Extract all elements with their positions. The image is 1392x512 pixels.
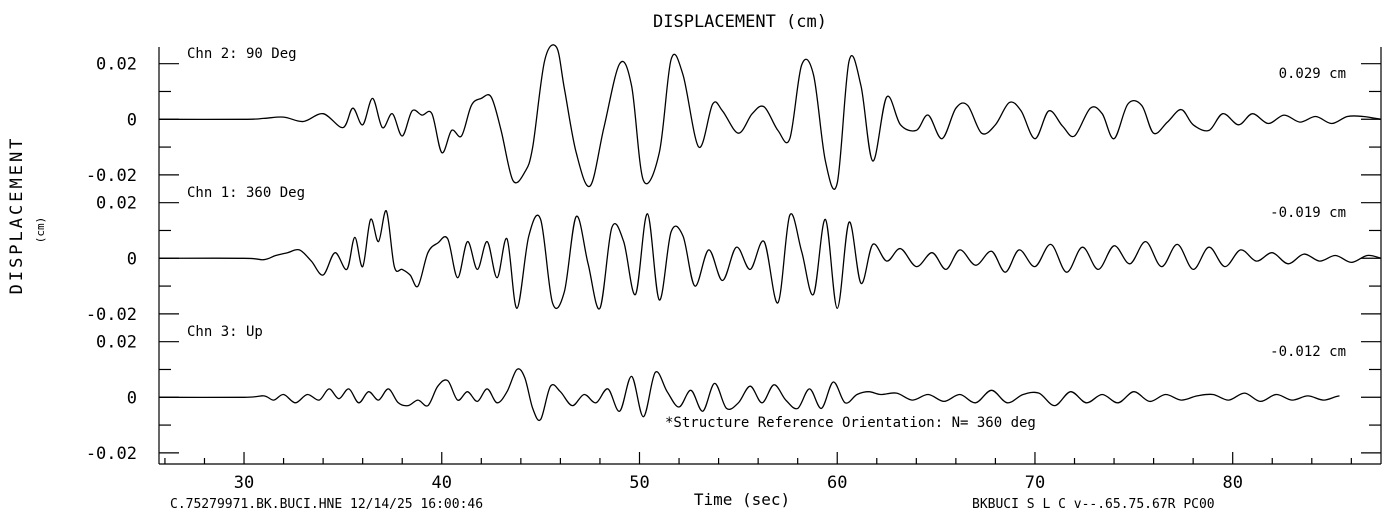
y-tick-label: 0: [127, 110, 137, 130]
y-tick-label: 0.02: [96, 333, 137, 353]
waveform-trace: [158, 368, 1340, 422]
x-tick-label: 80: [1222, 473, 1242, 493]
y-tick-label: 0: [127, 249, 137, 269]
waveform-trace: [158, 210, 1382, 310]
footer-right-text: BKBUCI S L C v--.65.75.67R PC00: [972, 497, 1215, 512]
x-tick-label: 60: [827, 473, 847, 493]
channel-panels: 0.02 0 -0.02 Chn 2: 90 Deg 0.029 cm 0.02 0 -0.0…: [86, 44, 1382, 464]
channel-panel: 0.02 0 -0.02 Chn 2: 90 Deg 0.029 cm: [86, 44, 1382, 190]
orientation-annotation: *Structure Reference Orientation: N= 360…: [665, 415, 1036, 431]
channel-panel: 0.02 0 -0.02 Chn 1: 360 Deg -0.019 cm: [86, 185, 1382, 325]
y-tick-label: 0: [127, 388, 137, 408]
x-tick-label: 70: [1025, 473, 1045, 493]
footer-left-text: C.75279971.BK.BUCI.HNE 12/14/25 16:00:46: [170, 497, 483, 512]
y-tick-label: -0.02: [86, 166, 137, 186]
peak-value-label: -0.019 cm: [1270, 205, 1346, 221]
y-tick-label: -0.02: [86, 305, 137, 325]
y-tick-label: -0.02: [86, 444, 137, 464]
channel-label: Chn 1: 360 Deg: [187, 185, 305, 201]
peak-value-label: 0.029 cm: [1279, 66, 1346, 82]
chart-title: DISPLACEMENT (cm): [653, 12, 827, 32]
waveform-trace: [158, 44, 1382, 190]
y-tick-label: 0.02: [96, 55, 137, 75]
y-axis-unit-label: (cm): [34, 217, 47, 244]
channel-label: Chn 2: 90 Deg: [187, 46, 297, 62]
peak-value-label: -0.012 cm: [1270, 344, 1346, 360]
channel-label: Chn 3: Up: [187, 324, 263, 340]
x-axis-label: Time (sec): [694, 490, 790, 509]
y-tick-label: 0.02: [96, 194, 137, 214]
y-axis-label: DISPLACEMENT: [7, 136, 27, 295]
channel-panel: 0.02 0 -0.02 Chn 3: Up -0.012 cm: [86, 324, 1382, 464]
x-tick-label: 30: [234, 473, 254, 493]
x-tick-label: 50: [629, 473, 649, 493]
x-axis: 30 40 50 60 70 80: [159, 452, 1381, 493]
x-tick-label: 40: [432, 473, 452, 493]
